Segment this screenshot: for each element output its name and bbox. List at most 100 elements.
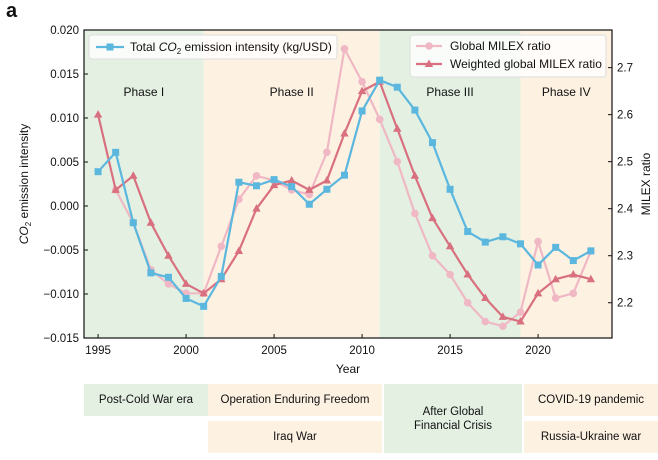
data-point-weighted-global-milex-ratio bbox=[199, 288, 208, 297]
data-point-global-milex-ratio bbox=[323, 148, 331, 157]
data-point-total-co2-emission-intensity-kg-usd bbox=[393, 83, 401, 91]
legend-marker-global-milex-ratio bbox=[425, 42, 433, 50]
data-point-weighted-global-milex-ratio bbox=[445, 241, 455, 250]
data-point-weighted-global-milex-ratio bbox=[129, 171, 138, 179]
legend-label-co2: Total CO2 emission intensity (kg/USD) bbox=[130, 40, 332, 56]
data-point-total-co2-emission-intensity-kg-usd bbox=[323, 185, 331, 193]
data-point-total-co2-emission-intensity-kg-usd bbox=[358, 107, 366, 115]
data-point-total-co2-emission-intensity-kg-usd bbox=[552, 243, 560, 251]
data-point-total-co2-emission-intensity-kg-usd bbox=[252, 182, 260, 190]
x-tick-label: 2005 bbox=[261, 345, 287, 357]
data-point-global-milex-ratio bbox=[393, 157, 402, 166]
phase-label-4: Phase IV bbox=[542, 85, 591, 99]
right-tick-label: 2.3 bbox=[617, 251, 633, 263]
data-point-global-milex-ratio bbox=[446, 270, 454, 279]
data-point-total-co2-emission-intensity-kg-usd bbox=[288, 183, 296, 191]
left-axis-label: CO2 emission intensity bbox=[17, 124, 33, 245]
data-point-total-co2-emission-intensity-kg-usd bbox=[499, 233, 507, 241]
phase-band-3 bbox=[379, 30, 521, 338]
data-point-total-co2-emission-intensity-kg-usd bbox=[147, 269, 155, 277]
data-point-weighted-global-milex-ratio bbox=[111, 185, 120, 193]
data-point-weighted-global-milex-ratio bbox=[340, 128, 349, 137]
data-point-weighted-global-milex-ratio bbox=[516, 317, 525, 325]
legend-marker-weighted-global-milex-ratio bbox=[424, 59, 434, 67]
x-tick-label: 2020 bbox=[525, 345, 551, 357]
data-point-global-milex-ratio bbox=[463, 298, 472, 307]
right-tick-label: 2.6 bbox=[617, 110, 633, 122]
data-point-weighted-global-milex-ratio bbox=[305, 185, 314, 193]
event-after-global-financial-crisis: After Global Financial Crisis bbox=[384, 384, 522, 453]
data-point-global-milex-ratio bbox=[411, 209, 419, 218]
data-point-weighted-global-milex-ratio bbox=[481, 293, 490, 302]
left-tick-label: 0.010 bbox=[50, 113, 79, 125]
right-tick-label: 2.7 bbox=[617, 63, 633, 75]
data-point-weighted-global-milex-ratio bbox=[234, 246, 244, 255]
right-axis-label: MILEX ratio bbox=[639, 152, 653, 215]
data-point-total-co2-emission-intensity-kg-usd bbox=[270, 176, 278, 184]
event-russia-ukraine-war: Russia-Ukraine war bbox=[524, 421, 658, 453]
legend-right: Global MILEX ratio Weighted global MILEX … bbox=[409, 34, 607, 78]
event-iraq-war: Iraq War bbox=[208, 421, 382, 453]
x-tick-label: 1995 bbox=[85, 345, 111, 357]
data-point-total-co2-emission-intensity-kg-usd bbox=[464, 228, 472, 236]
legend-left-box bbox=[88, 34, 338, 60]
data-point-global-milex-ratio bbox=[534, 237, 542, 246]
data-point-weighted-global-milex-ratio bbox=[322, 175, 332, 184]
x-tick-label: 2010 bbox=[349, 345, 375, 357]
data-point-global-milex-ratio bbox=[516, 308, 525, 316]
event-covid-19-pandemic: COVID-19 pandemic bbox=[524, 384, 658, 416]
data-point-global-milex-ratio bbox=[428, 251, 437, 260]
left-tick-label: 0.005 bbox=[50, 157, 79, 169]
data-point-global-milex-ratio bbox=[358, 77, 366, 86]
data-point-weighted-global-milex-ratio bbox=[252, 204, 261, 212]
phase-label-2: Phase II bbox=[270, 85, 314, 99]
right-tick-label: 2.4 bbox=[617, 204, 634, 216]
data-point-global-milex-ratio bbox=[551, 294, 560, 302]
data-point-weighted-global-milex-ratio bbox=[287, 175, 296, 184]
data-point-weighted-global-milex-ratio bbox=[269, 180, 279, 189]
data-point-global-milex-ratio bbox=[375, 115, 384, 124]
data-point-global-milex-ratio bbox=[499, 322, 507, 331]
data-point-total-co2-emission-intensity-kg-usd bbox=[569, 257, 577, 265]
data-point-total-co2-emission-intensity-kg-usd bbox=[164, 273, 172, 281]
legend-right-box bbox=[409, 34, 607, 78]
data-point-total-co2-emission-intensity-kg-usd bbox=[340, 171, 348, 179]
legend-label-weighted-global-milex-ratio: Weighted global MILEX ratio bbox=[450, 57, 602, 71]
data-point-weighted-global-milex-ratio bbox=[463, 270, 472, 278]
data-point-weighted-global-milex-ratio bbox=[93, 110, 103, 118]
data-point-global-milex-ratio bbox=[164, 280, 173, 288]
data-point-weighted-global-milex-ratio bbox=[428, 213, 437, 222]
data-point-total-co2-emission-intensity-kg-usd bbox=[200, 302, 208, 310]
left-tick-label: −0.005 bbox=[44, 245, 80, 257]
data-point-total-co2-emission-intensity-kg-usd bbox=[481, 238, 489, 246]
left-tick-label: 0.020 bbox=[50, 25, 79, 37]
data-point-weighted-global-milex-ratio bbox=[551, 274, 560, 283]
data-point-global-milex-ratio bbox=[217, 242, 226, 251]
data-point-total-co2-emission-intensity-kg-usd bbox=[516, 240, 524, 248]
left-tick-label: −0.015 bbox=[44, 333, 80, 345]
x-tick-label: 2015 bbox=[437, 345, 463, 357]
data-point-total-co2-emission-intensity-kg-usd bbox=[182, 294, 190, 302]
event-operation-enduring-freedom: Operation Enduring Freedom bbox=[208, 384, 382, 416]
data-point-weighted-global-milex-ratio bbox=[498, 312, 508, 320]
left-tick-label: −0.010 bbox=[44, 289, 80, 301]
legend-left: Total CO2 emission intensity (kg/USD) bbox=[88, 34, 338, 60]
data-point-global-milex-ratio bbox=[569, 289, 578, 298]
left-tick-label: 0.000 bbox=[50, 201, 79, 213]
data-point-weighted-global-milex-ratio bbox=[393, 124, 402, 132]
phase-label-3: Phase III bbox=[426, 85, 473, 99]
right-tick-label: 2.5 bbox=[617, 157, 633, 169]
chart: Phase I Phase II Phase III Phase IV −0.015 −0… bbox=[17, 25, 653, 376]
legend-label-global-milex-ratio: Global MILEX ratio bbox=[450, 39, 551, 53]
x-axis-label: Year bbox=[336, 362, 360, 376]
phase-band-4 bbox=[520, 30, 612, 338]
phase-label-1: Phase I bbox=[123, 85, 164, 99]
data-point-weighted-global-milex-ratio bbox=[569, 270, 578, 278]
data-point-total-co2-emission-intensity-kg-usd bbox=[534, 261, 542, 269]
panel-label: a bbox=[6, 0, 18, 22]
data-point-global-milex-ratio bbox=[481, 317, 490, 326]
data-point-weighted-global-milex-ratio bbox=[146, 218, 156, 226]
data-point-total-co2-emission-intensity-kg-usd bbox=[587, 247, 595, 255]
data-point-weighted-global-milex-ratio bbox=[586, 274, 596, 283]
